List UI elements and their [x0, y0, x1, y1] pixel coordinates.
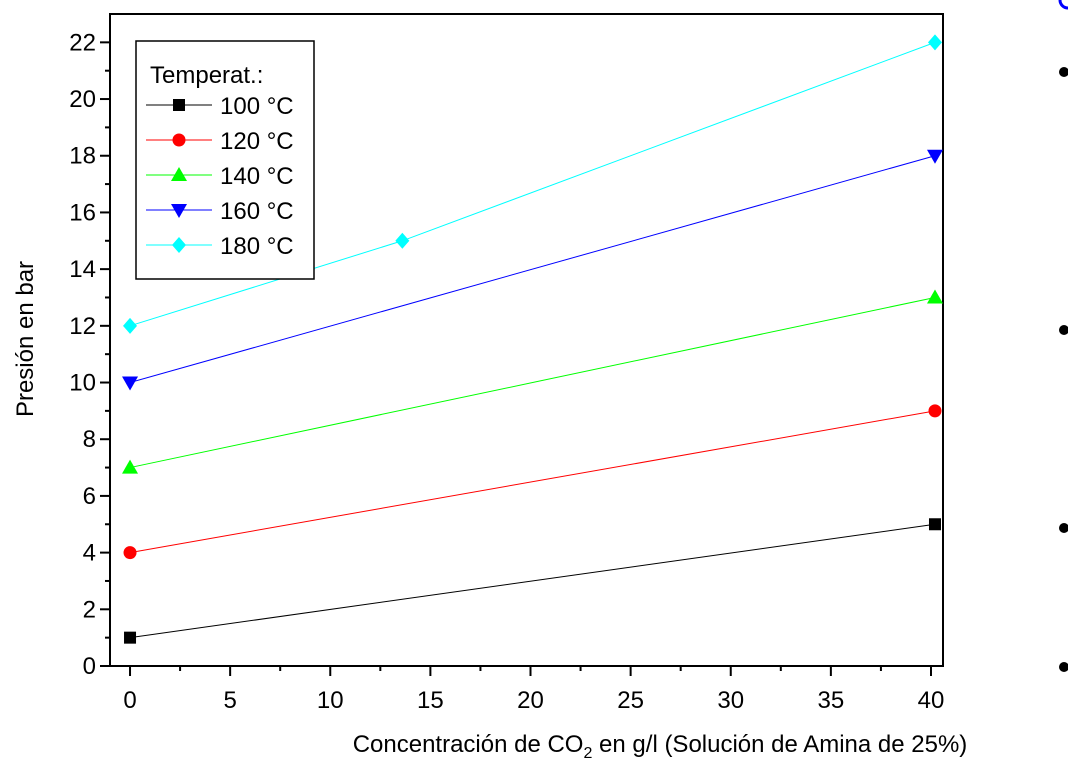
data-point	[927, 34, 942, 51]
data-point	[928, 404, 942, 418]
x-tick-label: 15	[417, 687, 444, 714]
legend: Temperat.: 100 °C 120 °C 140 °C 160 °C 180 °C	[135, 40, 315, 280]
data-point	[122, 376, 139, 391]
series-3	[122, 289, 943, 474]
x-tick-label: 20	[517, 687, 544, 714]
legend-marker	[171, 167, 187, 181]
data-point	[926, 289, 943, 304]
corner-marker	[1058, 0, 1068, 10]
x-axis-title-subscript: 2	[583, 745, 592, 759]
plot-frame	[109, 13, 944, 667]
data-point	[122, 459, 139, 474]
series-line	[129, 523, 936, 639]
y-tick-label: 10	[69, 370, 96, 397]
x-tick-label: 10	[317, 687, 344, 714]
data-point	[123, 546, 137, 560]
series-line	[129, 410, 936, 554]
legend-marker	[172, 237, 186, 253]
x-axis-title-rest: en g/l (Solución de Amina de 25%)	[592, 731, 967, 758]
bullet-point-3	[1059, 523, 1068, 533]
axis-titles: Presión en bar Concentración de CO2 en g…	[12, 261, 967, 759]
y-tick-label: 12	[69, 313, 96, 340]
x-tick-label: 40	[918, 687, 945, 714]
y-tick-label: 20	[69, 86, 96, 113]
y-axis-title: Presión en bar	[12, 261, 39, 417]
bullet-point-2	[1059, 325, 1068, 335]
legend-label: 160 °C	[220, 198, 294, 225]
y-tick-label: 16	[69, 199, 96, 226]
series-line	[129, 155, 936, 384]
y-tick-label: 18	[69, 143, 96, 170]
x-tick-label: 35	[818, 687, 845, 714]
legend-entry-4: 160 °C	[146, 198, 294, 225]
y-tick-label: 4	[83, 540, 96, 567]
bullet-point-1	[1059, 67, 1068, 77]
legend-marker	[171, 204, 187, 218]
series-2	[123, 404, 942, 560]
axes-layer: 0 2 4 6 8 10 12 14 16 18 20 22 0 5 10 15 20 25 30 35 40	[69, 13, 945, 714]
bullet-point-4	[1059, 662, 1068, 672]
data-point	[926, 149, 943, 164]
legend-entry-1: 100 °C	[146, 93, 294, 120]
y-tick-label: 14	[69, 256, 96, 283]
legend-label: 100 °C	[220, 93, 294, 120]
legend-label: 180 °C	[220, 233, 294, 260]
y-tick-label: 2	[83, 596, 96, 623]
x-tick-label: 0	[123, 687, 136, 714]
series-layer	[122, 34, 943, 644]
legend-box	[135, 40, 315, 280]
decor-layer	[1058, 0, 1068, 672]
series-4	[122, 149, 943, 391]
legend-title: Temperat.:	[150, 62, 263, 89]
x-tick-label: 25	[617, 687, 644, 714]
y-tick-label: 22	[69, 29, 96, 56]
y-tick-label: 8	[83, 426, 96, 453]
data-point	[124, 631, 137, 644]
legend-marker	[173, 99, 185, 111]
legend-marker	[172, 133, 186, 147]
data-point	[123, 317, 138, 334]
y-tick-label: 0	[83, 653, 96, 680]
legend-entry-5: 180 °C	[146, 233, 294, 260]
legend-label: 140 °C	[220, 163, 294, 190]
x-axis-title: Concentración de CO2 en g/l (Solución de…	[353, 731, 968, 759]
series-1	[124, 518, 941, 644]
data-point	[928, 518, 941, 531]
legend-label: 120 °C	[220, 128, 294, 155]
x-axis-title-main: Concentración de CO	[353, 731, 584, 758]
series-line	[129, 296, 936, 469]
series-5	[123, 34, 942, 334]
legend-entry-3: 140 °C	[146, 163, 294, 190]
data-point	[395, 232, 410, 249]
x-tick-label: 5	[223, 687, 236, 714]
legend-entry-2: 120 °C	[146, 128, 294, 155]
x-tick-label: 30	[717, 687, 744, 714]
y-tick-label: 6	[83, 483, 96, 510]
